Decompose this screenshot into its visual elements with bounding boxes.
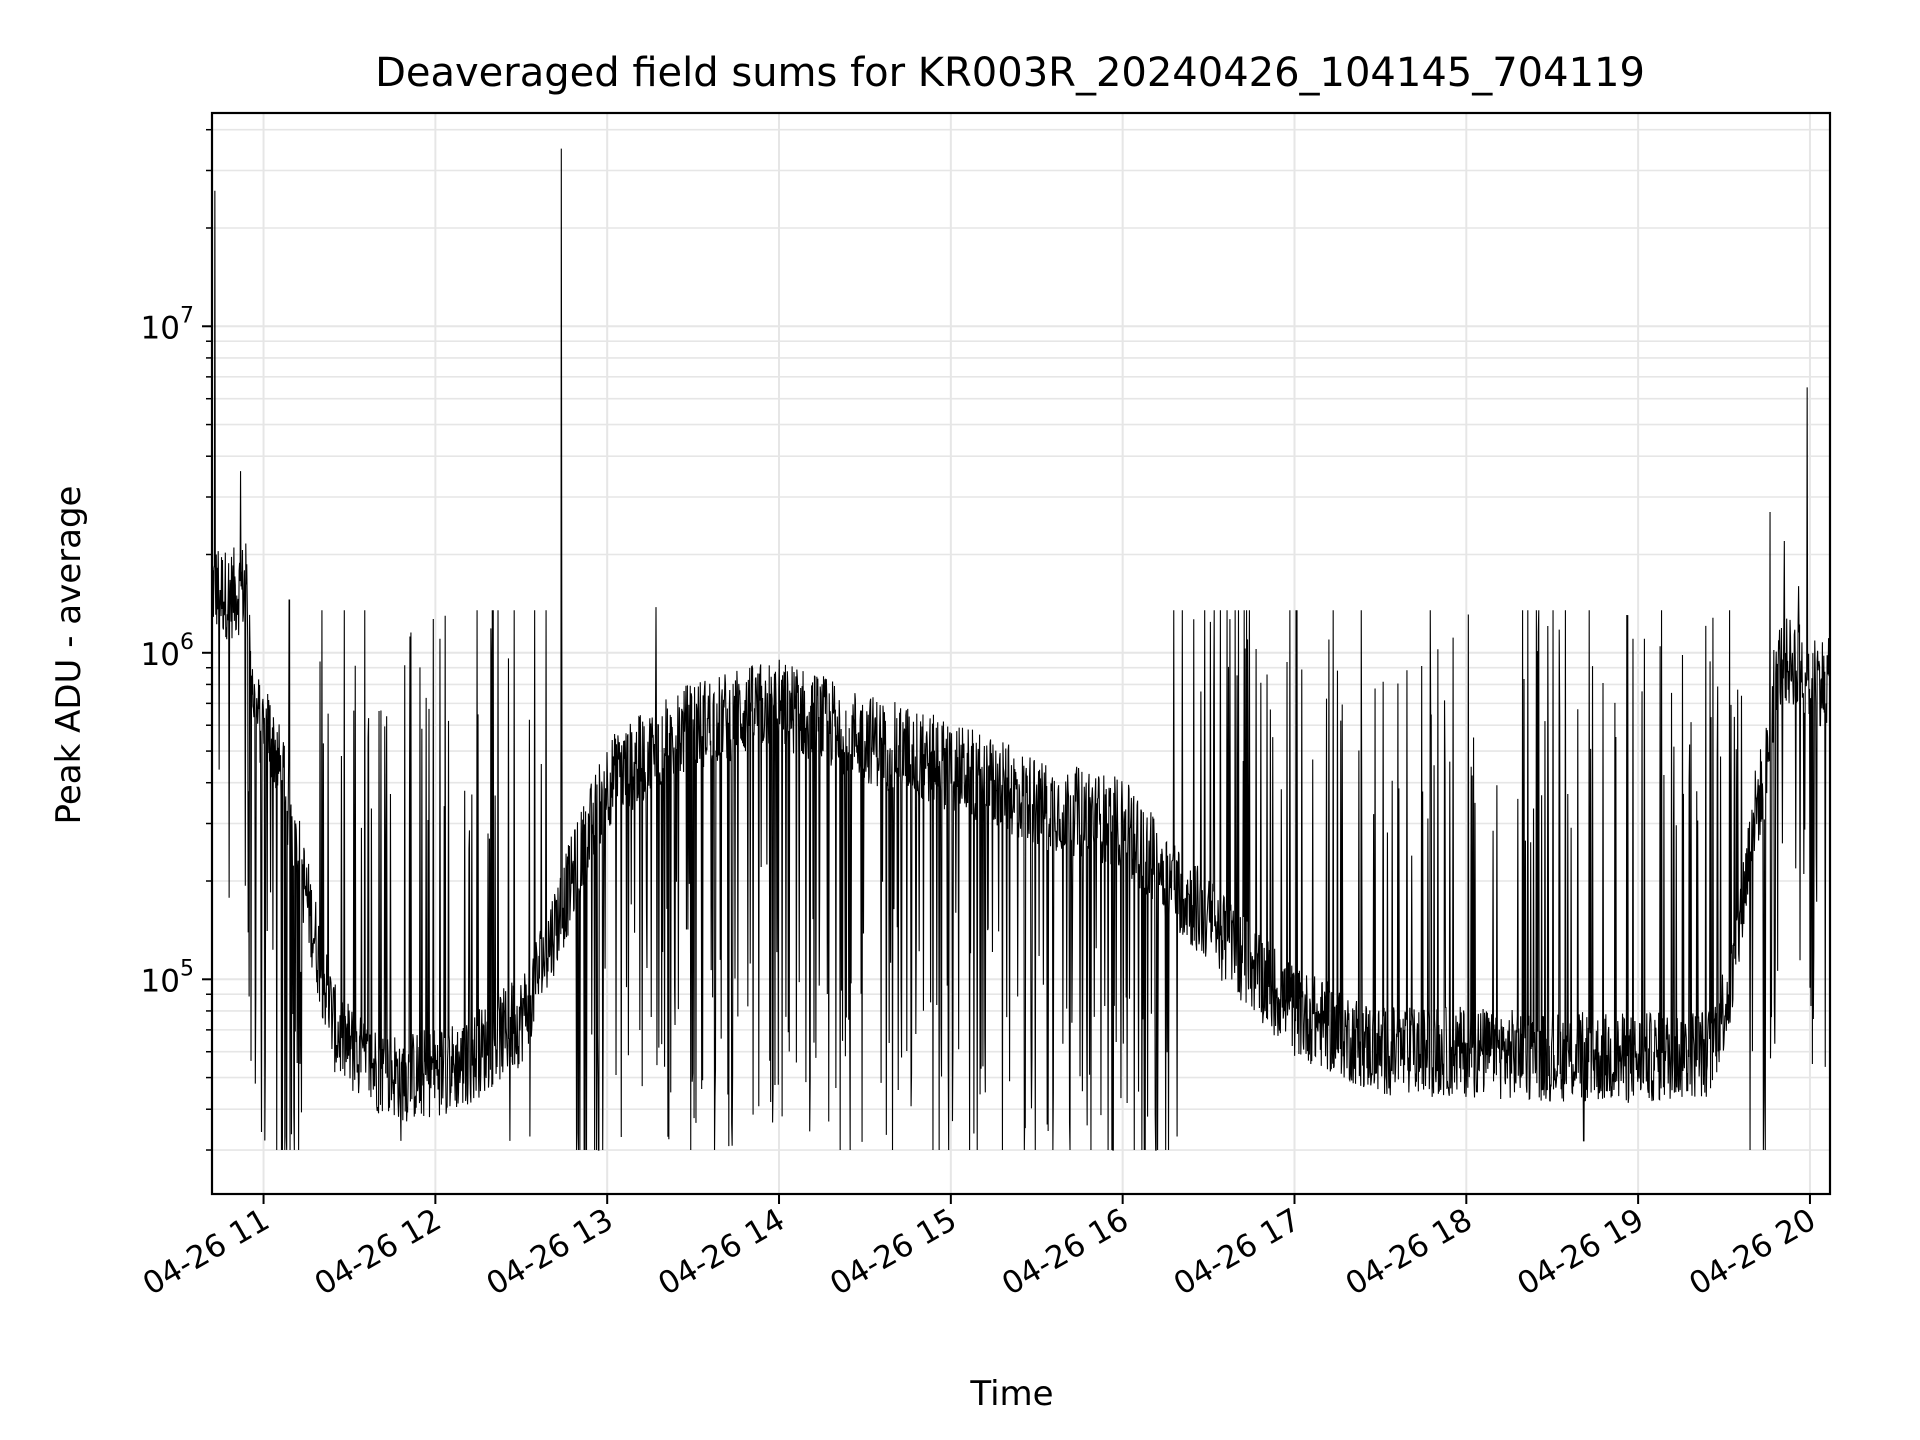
x-axis-label: Time: [969, 1374, 1053, 1414]
y-tick-label: 107: [141, 303, 194, 346]
y-tick-label: 105: [141, 956, 194, 999]
plot-frame: [210, 111, 1832, 1196]
series-trace: [211, 148, 1831, 1151]
series-line: [211, 148, 1831, 1151]
y-axis-label: Peak ADU - average: [49, 486, 89, 825]
y-tick-label: 106: [141, 630, 194, 673]
chart-title: Deaveraged field sums for KR003R_2024042…: [375, 50, 1645, 96]
